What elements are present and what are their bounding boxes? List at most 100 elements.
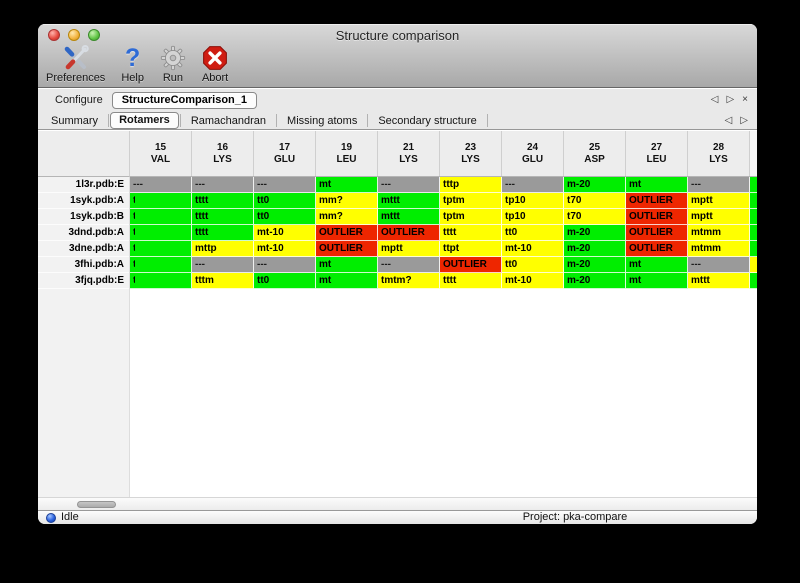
rotamer-cell[interactable]: tt0 <box>502 257 564 273</box>
rotamer-cell[interactable]: mt <box>316 257 378 273</box>
rotamer-cell[interactable]: tttt <box>440 225 502 241</box>
tab-secondary-structure[interactable]: Secondary structure <box>378 114 477 127</box>
tab-summary[interactable]: Summary <box>51 114 99 127</box>
rotamer-cell[interactable]: m-20 <box>564 257 626 273</box>
help-button[interactable]: ? Help <box>121 44 144 84</box>
prev-tab-icon[interactable]: ◁ <box>724 114 733 126</box>
rotamer-cell[interactable]: --- <box>502 177 564 193</box>
rotamer-cell[interactable]: OUTLIER <box>626 241 688 257</box>
rotamer-cell[interactable]: tt0 <box>254 209 316 225</box>
structure-row-label[interactable]: 3fjq.pdb:E <box>38 273 129 289</box>
rotamer-cell[interactable]: mttt <box>378 193 440 209</box>
rotamer-cell[interactable]: --- <box>688 177 750 193</box>
structure-row-label[interactable]: 3fhi.pdb:A <box>38 257 129 273</box>
rotamer-cell[interactable]: OUTLIER <box>316 241 378 257</box>
rotamer-cell[interactable]: mm? <box>316 193 378 209</box>
rotamer-cell[interactable]: mptt <box>688 193 750 209</box>
rotamer-cell[interactable]: t <box>130 257 192 273</box>
partial-rotamer-cell[interactable] <box>750 193 757 209</box>
rotamer-cell[interactable]: OUTLIER <box>440 257 502 273</box>
zoom-button[interactable] <box>88 29 100 41</box>
rotamer-cell[interactable]: mt <box>316 273 378 289</box>
preferences-button[interactable]: Preferences <box>46 44 105 84</box>
rotamer-cell[interactable]: --- <box>254 177 316 193</box>
rotamer-cell[interactable]: mt <box>626 273 688 289</box>
partial-rotamer-cell[interactable] <box>750 273 757 289</box>
rotamer-cell[interactable]: OUTLIER <box>626 225 688 241</box>
tab-ramachandran[interactable]: Ramachandran <box>190 114 267 127</box>
structure-row-label[interactable]: 1syk.pdb:A <box>38 193 129 209</box>
rotamer-cell[interactable]: mt <box>626 177 688 193</box>
rotamer-cell[interactable]: OUTLIER <box>316 225 378 241</box>
tab-missing-atoms[interactable]: Missing atoms <box>287 114 358 127</box>
partial-rotamer-cell[interactable] <box>750 209 757 225</box>
rotamer-cell[interactable]: --- <box>192 177 254 193</box>
rotamer-cell[interactable]: m-20 <box>564 273 626 289</box>
rotamer-cell[interactable]: tt0 <box>502 225 564 241</box>
horizontal-scrollbar[interactable] <box>38 497 757 510</box>
rotamer-cell[interactable]: mttp <box>192 241 254 257</box>
prev-config-icon[interactable]: ◁ <box>710 94 719 105</box>
rotamer-cell[interactable]: OUTLIER <box>626 209 688 225</box>
rotamer-cell[interactable]: mt <box>316 177 378 193</box>
partial-rotamer-cell[interactable] <box>750 257 757 273</box>
rotamer-cell[interactable]: tttp <box>440 177 502 193</box>
rotamer-cell[interactable]: --- <box>254 257 316 273</box>
rotamer-cell[interactable]: mt-10 <box>254 225 316 241</box>
rotamer-cell[interactable]: mtmm <box>688 241 750 257</box>
rotamer-cell[interactable]: mm? <box>316 209 378 225</box>
structure-row-label[interactable]: 1syk.pdb:B <box>38 209 129 225</box>
rotamer-cell[interactable]: ttpt <box>440 241 502 257</box>
structure-row-label[interactable]: 1l3r.pdb:E <box>38 177 129 193</box>
next-config-icon[interactable]: ▷ <box>726 94 735 105</box>
rotamer-cell[interactable]: tp10 <box>502 193 564 209</box>
rotamer-cell[interactable]: mptt <box>378 241 440 257</box>
rotamer-cell[interactable]: tptm <box>440 193 502 209</box>
rotamer-cell[interactable]: mt-10 <box>502 241 564 257</box>
rotamer-cell[interactable]: t <box>130 241 192 257</box>
rotamer-cell[interactable]: --- <box>378 257 440 273</box>
close-button[interactable] <box>48 29 60 41</box>
rotamer-cell[interactable]: m-20 <box>564 241 626 257</box>
rotamer-cell[interactable]: tttt <box>192 193 254 209</box>
structure-row-label[interactable]: 3dnd.pdb:A <box>38 225 129 241</box>
rotamer-cell[interactable]: t70 <box>564 193 626 209</box>
rotamer-cell[interactable]: tt0 <box>254 273 316 289</box>
close-config-icon[interactable]: × <box>742 94 748 105</box>
minimize-button[interactable] <box>68 29 80 41</box>
rotamer-cell[interactable]: tttm <box>192 273 254 289</box>
scrollbar-thumb[interactable] <box>77 501 116 508</box>
rotamer-cell[interactable]: --- <box>192 257 254 273</box>
rotamer-cell[interactable]: OUTLIER <box>378 225 440 241</box>
rotamer-cell[interactable]: mt-10 <box>254 241 316 257</box>
rotamer-cell[interactable]: tptm <box>440 209 502 225</box>
rotamer-cell[interactable]: OUTLIER <box>626 193 688 209</box>
rotamer-cell[interactable]: m-20 <box>564 177 626 193</box>
rotamer-cell[interactable]: tttt <box>192 225 254 241</box>
rotamer-cell[interactable]: tttt <box>440 273 502 289</box>
abort-button[interactable]: Abort <box>202 44 228 84</box>
config-tab[interactable]: StructureComparison_1 <box>111 91 258 109</box>
rotamer-cell[interactable]: mt <box>626 257 688 273</box>
partial-rotamer-cell[interactable] <box>750 225 757 241</box>
rotamer-cell[interactable]: --- <box>130 177 192 193</box>
partial-rotamer-cell[interactable] <box>750 241 757 257</box>
rotamer-cell[interactable]: mtmm <box>688 225 750 241</box>
rotamer-cell[interactable]: mptt <box>688 209 750 225</box>
rotamer-cell[interactable]: mttt <box>378 209 440 225</box>
rotamer-cell[interactable]: t70 <box>564 209 626 225</box>
rotamer-cell[interactable]: t <box>130 273 192 289</box>
rotamer-cell[interactable]: tmtm? <box>378 273 440 289</box>
rotamer-cell[interactable]: --- <box>378 177 440 193</box>
next-tab-icon[interactable]: ▷ <box>740 114 748 126</box>
run-button[interactable]: Run <box>160 44 186 84</box>
rotamer-cell[interactable]: tp10 <box>502 209 564 225</box>
rotamer-cell[interactable]: t <box>130 225 192 241</box>
tab-rotamers[interactable]: Rotamers <box>110 112 179 129</box>
structure-row-label[interactable]: 3dne.pdb:A <box>38 241 129 257</box>
rotamer-cell[interactable]: tttt <box>192 209 254 225</box>
rotamer-cell[interactable]: t <box>130 193 192 209</box>
rotamer-cell[interactable]: m-20 <box>564 225 626 241</box>
rotamer-cell[interactable]: t <box>130 209 192 225</box>
rotamer-cell[interactable]: --- <box>688 257 750 273</box>
